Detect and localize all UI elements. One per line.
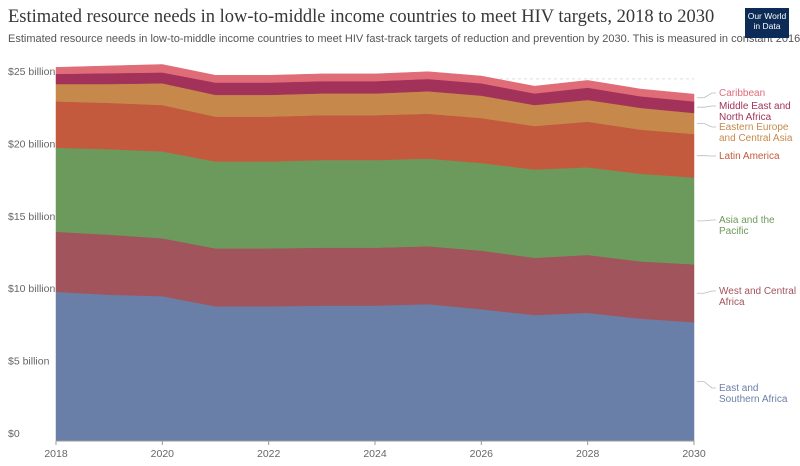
x-tick-label: 2030 — [682, 448, 706, 460]
legend-label: West and Central Africa — [719, 286, 797, 308]
legend-connector — [697, 219, 716, 222]
y-tick-label: $20 billion — [8, 138, 55, 150]
y-tick-label: $0 — [8, 428, 20, 440]
chart-title: Estimated resource needs in low-to-middl… — [8, 7, 714, 27]
y-tick-label: $10 billion — [8, 283, 55, 295]
legend-label: Latin America — [719, 151, 780, 162]
x-tick-label: 2026 — [470, 448, 494, 460]
legend-connector — [697, 105, 716, 108]
x-tick-label: 2020 — [151, 448, 175, 460]
x-tick-label: 2022 — [257, 448, 281, 460]
x-tick-label: 2024 — [363, 448, 387, 460]
legend-label: Asia and the Pacific — [719, 215, 775, 237]
legend-label: Eastern Europe and Central Asia — [719, 122, 793, 144]
legend-connector — [697, 92, 716, 99]
x-tick-label: 2018 — [44, 448, 68, 460]
legend-connector — [697, 123, 716, 128]
logo: Our World in Data — [745, 8, 789, 38]
legend-connector — [697, 381, 716, 389]
legend-label: Caribbean — [719, 88, 766, 99]
x-tick-label: 2028 — [576, 448, 600, 460]
legend-label: Middle East and North Africa — [719, 101, 791, 123]
legend-label: East and Southern Africa — [719, 383, 788, 405]
y-tick-label: $25 billion — [8, 66, 55, 78]
y-tick-label: $5 billion — [8, 356, 50, 368]
legend-connector — [697, 290, 716, 294]
area — [55, 64, 695, 102]
chart-subtitle: Estimated resource needs in low-to-middl… — [8, 33, 800, 45]
y-tick-label: $15 billion — [8, 211, 55, 223]
